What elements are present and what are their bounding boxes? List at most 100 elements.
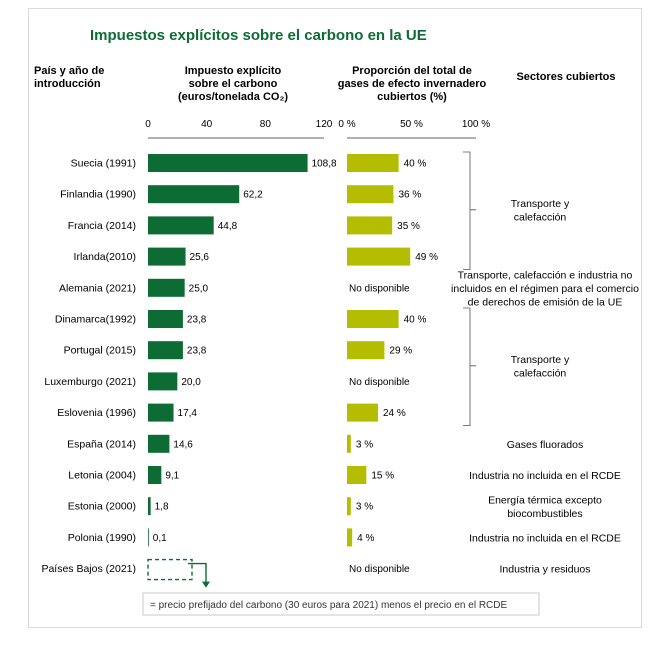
country-label: Estonia (2000)	[68, 501, 136, 513]
chart-frame	[28, 8, 642, 628]
country-label: Polonia (1990)	[68, 532, 136, 544]
tax-value-label: 1,8	[155, 502, 169, 513]
country-label: Finlandia (1990)	[60, 189, 136, 201]
tax-tick-label: 0	[145, 119, 151, 130]
country-label: Luxemburgo (2021)	[44, 376, 136, 388]
sector-label: Transporte y	[511, 198, 570, 210]
tax-value-label: 25,6	[190, 252, 210, 263]
tax-tick-label: 40	[201, 119, 213, 130]
tax-header: (euros/tonelada CO₂)	[178, 91, 288, 103]
tax-bar	[148, 247, 186, 266]
tax-tick-label: 120	[316, 119, 333, 130]
share-bar	[347, 466, 367, 484]
sector-bracket	[463, 307, 476, 426]
tax-bar	[148, 216, 214, 235]
country-label: Alemania (2021)	[59, 282, 136, 294]
sector-label: Industria y residuos	[499, 564, 590, 576]
tax-header: sobre el carbono	[189, 78, 278, 90]
country-label: Irlanda(2010)	[74, 251, 136, 263]
share-tick-label: 50 %	[400, 119, 423, 130]
chart-title: Impuestos explícitos sobre el carbono en…	[90, 27, 427, 44]
tax-header: Impuesto explícito	[185, 65, 282, 77]
tax-bar	[148, 434, 170, 453]
tax-bar	[148, 403, 174, 422]
tax-value-label: 44,8	[218, 221, 238, 232]
tax-bar	[148, 466, 162, 484]
share-bar	[347, 185, 394, 204]
country-header: País y año de	[34, 65, 104, 77]
share-not-available-label: No disponible	[349, 283, 410, 294]
share-bar	[347, 341, 385, 360]
share-header: gases de efecto invernadero	[338, 78, 487, 90]
share-value-label: 35 %	[397, 221, 420, 232]
share-tick-label: 0 %	[338, 119, 355, 130]
country-label: Francia (2014)	[68, 220, 136, 232]
share-bar	[347, 497, 351, 516]
tax-value-label: 20,0	[181, 377, 201, 388]
tax-value-label: 62,2	[243, 190, 263, 201]
tax-value-label: 14,6	[173, 439, 193, 450]
sector-label: biocombustibles	[507, 508, 582, 520]
share-bar	[347, 528, 353, 547]
country-label: Dinamarca(1992)	[55, 314, 136, 326]
sector-label: Industria no incluida en el RCDE	[469, 532, 621, 544]
tax-value-label: 9,1	[165, 471, 179, 482]
sector-label: de derechos de emisión de la UE	[468, 296, 623, 308]
share-bar	[347, 154, 399, 172]
share-value-label: 40 %	[404, 159, 427, 170]
share-bar	[347, 216, 393, 235]
share-header: cubiertos (%)	[377, 91, 447, 103]
sectors-header: Sectores cubiertos	[516, 71, 615, 83]
share-bar	[347, 434, 351, 453]
tax-value-label: 0,1	[153, 533, 167, 544]
legend-box	[142, 592, 540, 616]
sector-label: Transporte y	[511, 354, 570, 366]
tax-value-label: 23,8	[187, 346, 207, 357]
tax-value-label: 23,8	[187, 315, 207, 326]
share-tick-label: 100 %	[462, 119, 490, 130]
share-header: Proporción del total de	[352, 65, 472, 77]
sector-label: calefacción	[514, 212, 567, 224]
tax-bar	[148, 185, 240, 204]
share-value-label: 4 %	[357, 533, 374, 544]
country-label: Eslovenia (1996)	[57, 407, 136, 419]
country-label: Suecia (1991)	[71, 158, 136, 170]
prefixed-price-arrowhead	[202, 581, 210, 588]
country-label: Portugal (2015)	[64, 345, 136, 357]
sector-bracket	[463, 151, 476, 270]
country-label: Letonia (2004)	[68, 470, 136, 482]
share-bar	[347, 310, 399, 328]
share-not-available-label: No disponible	[349, 377, 410, 388]
tax-value-label: 17,4	[178, 408, 198, 419]
tax-bar	[148, 278, 185, 297]
tax-value-label: 108,8	[312, 159, 337, 170]
sector-label: Transporte, calefacción e industria no	[458, 269, 633, 281]
share-value-label: 36 %	[398, 190, 421, 201]
prefixed-price-box	[147, 558, 193, 581]
share-bar	[347, 403, 378, 422]
country-label: España (2014)	[67, 438, 136, 450]
tax-tick-label: 80	[260, 119, 272, 130]
share-value-label: 49 %	[415, 252, 438, 263]
share-value-label: 15 %	[371, 471, 394, 482]
share-value-label: 40 %	[404, 315, 427, 326]
tax-value-label: 25,0	[189, 283, 209, 294]
country-label: Países Bajos (2021)	[41, 563, 136, 575]
share-bar	[347, 247, 411, 266]
tax-bar	[148, 528, 149, 547]
country-header: introducción	[34, 78, 101, 90]
share-value-label: 3 %	[356, 439, 373, 450]
sector-label: Energía térmica excepto	[488, 494, 602, 506]
tax-bar	[148, 341, 183, 360]
legend-text: = precio prefijado del carbono (30 euros…	[150, 600, 507, 611]
sector-label: incluidos en el régimen para el comercio	[451, 283, 639, 295]
sector-label: Gases fluorados	[507, 439, 583, 451]
tax-bar	[148, 310, 183, 328]
prefixed-price-arrow	[188, 562, 207, 584]
tax-bar	[148, 154, 308, 172]
share-value-label: 24 %	[383, 408, 406, 419]
tax-bar	[148, 372, 178, 391]
sector-label: Industria no incluida en el RCDE	[469, 470, 621, 482]
sector-label: calefacción	[514, 368, 567, 380]
